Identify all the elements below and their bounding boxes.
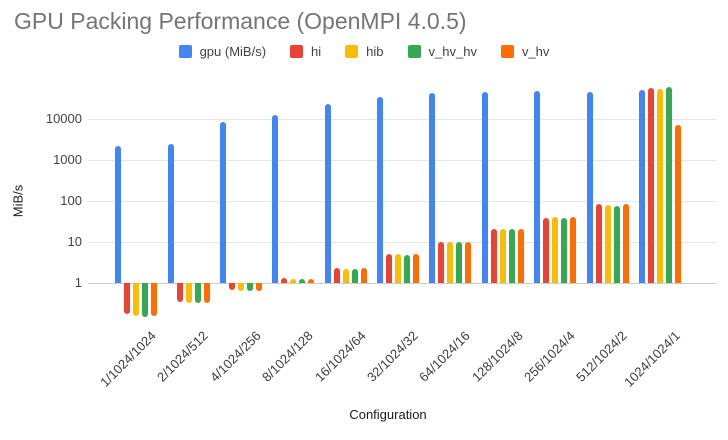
bar-gpu-mib-s	[115, 145, 122, 284]
bar-hi	[490, 228, 497, 284]
x-tick-label: 1/1024/1024	[97, 328, 159, 390]
bar-gpu-mib-s	[167, 143, 174, 283]
y-tick-label: 10	[67, 234, 82, 249]
bar-hib	[499, 228, 506, 284]
bar-v-hv	[255, 283, 262, 291]
bar-hi	[176, 283, 183, 303]
bar-gpu-mib-s	[219, 122, 226, 284]
legend-label: hib	[366, 44, 384, 59]
bar-gpu-mib-s	[638, 89, 645, 284]
legend-label: v_hv_hv	[428, 44, 477, 59]
bar-hi	[333, 267, 340, 284]
bar-hi	[281, 278, 288, 284]
gridline	[88, 118, 716, 120]
bar-v-hv	[151, 283, 158, 316]
y-tick-label: 1	[74, 275, 82, 291]
chart-title: GPU Packing Performance (OpenMPI 4.0.5)	[14, 8, 467, 34]
x-tick-label: 2/1024/512	[154, 328, 212, 385]
bar-v-hv-hv	[142, 283, 149, 317]
bar-v-hv-hv	[246, 283, 253, 292]
bar-hi	[438, 242, 445, 284]
legend-item-v-hv: v_hv	[500, 44, 550, 59]
legend-swatch-icon	[345, 45, 359, 58]
bar-hib	[604, 205, 611, 284]
bar-v-hv	[465, 241, 472, 284]
bar-hi	[595, 204, 602, 283]
bar-hi	[228, 283, 235, 291]
bar-gpu-mib-s	[324, 104, 331, 284]
x-tick-label: 256/1024/4	[521, 328, 578, 385]
bar-hi	[543, 218, 550, 283]
axis-baseline	[88, 283, 716, 285]
bar-hib	[656, 88, 663, 284]
bar-gpu-mib-s	[377, 96, 383, 284]
bar-hi	[386, 253, 392, 284]
legend-swatch-icon	[407, 45, 421, 58]
legend-label: hi	[311, 44, 322, 59]
gridline	[88, 201, 716, 202]
bar-v-hv	[622, 203, 629, 284]
bar-v-hv	[360, 268, 367, 283]
x-tick-label: 4/1024/256	[206, 328, 264, 385]
bar-hib	[552, 217, 559, 283]
legend-item-v-hv-hv: v_hv_hv	[407, 44, 477, 59]
bar-v-hv	[517, 228, 524, 284]
bar-hib	[185, 283, 192, 303]
bar-v-hv	[308, 278, 315, 284]
x-tick-label: 16/1024/64	[311, 328, 369, 385]
bar-hib	[237, 283, 244, 291]
x-tick-label: 1024/1024/1	[620, 328, 683, 390]
x-tick-label: 512/1024/2	[573, 328, 631, 385]
bar-v-hv	[203, 283, 210, 303]
x-tick-label: 64/1024/16	[416, 328, 474, 385]
bar-v-hv	[570, 216, 577, 284]
x-tick-label: 8/1024/128	[259, 328, 316, 385]
legend-item-gpu-mib-s: gpu (MiB/s)	[178, 44, 267, 59]
bar-v-hv-hv	[194, 283, 201, 304]
legend: gpu (MiB/s) hi hib v_hv_hv v_hv	[0, 44, 728, 59]
gridline	[88, 160, 716, 161]
bar-gpu-mib-s	[586, 92, 593, 283]
bar-hib	[395, 254, 401, 284]
bar-gpu-mib-s	[429, 93, 436, 284]
bar-hib	[342, 268, 349, 284]
y-tick-label: 100	[60, 193, 82, 208]
bar-hib	[447, 242, 454, 283]
bar-gpu-mib-s	[534, 90, 541, 284]
bar-gpu-mib-s	[481, 92, 488, 283]
bar-hi	[124, 283, 131, 314]
y-axis-title: MiB/s	[10, 184, 26, 218]
legend-label: gpu (MiB/s)	[199, 44, 267, 59]
y-tick-label: 10000	[45, 110, 82, 126]
legend-swatch-icon	[500, 45, 514, 58]
legend-item-hib: hib	[345, 44, 384, 59]
bar-v-hv-hv	[404, 255, 410, 284]
bar-hib	[133, 283, 140, 316]
bar-v-hv-hv	[561, 217, 568, 284]
legend-swatch-icon	[290, 45, 304, 58]
bar-v-hv-hv	[508, 228, 515, 284]
bar-v-hv-hv	[351, 268, 358, 284]
bar-v-hv	[413, 254, 419, 283]
bar-gpu-mib-s	[272, 115, 279, 284]
gridline	[88, 242, 716, 243]
legend-item-hi: hi	[290, 44, 321, 59]
plot-area: 1/1024/1024 2/1024/512 4/1024/256 8/1024/12…	[88, 82, 716, 390]
x-tick-label: 32/1024/32	[363, 328, 421, 385]
bar-v-hv-hv	[665, 87, 672, 284]
legend-label: v_hv	[521, 44, 550, 59]
bar-v-hv	[674, 125, 681, 284]
x-tick-label: 128/1024/8	[468, 328, 526, 385]
bar-v-hv-hv	[299, 279, 306, 284]
y-tick-label: 1000	[53, 152, 82, 167]
bar-hi	[647, 87, 654, 284]
x-axis-title: Configuration	[349, 407, 427, 422]
legend-swatch-icon	[178, 45, 192, 58]
y-axis-ticks: 1 10 100 1000 10000	[0, 82, 82, 320]
bar-v-hv-hv	[456, 242, 463, 283]
bar-hib	[290, 278, 297, 283]
bar-v-hv-hv	[613, 205, 620, 284]
